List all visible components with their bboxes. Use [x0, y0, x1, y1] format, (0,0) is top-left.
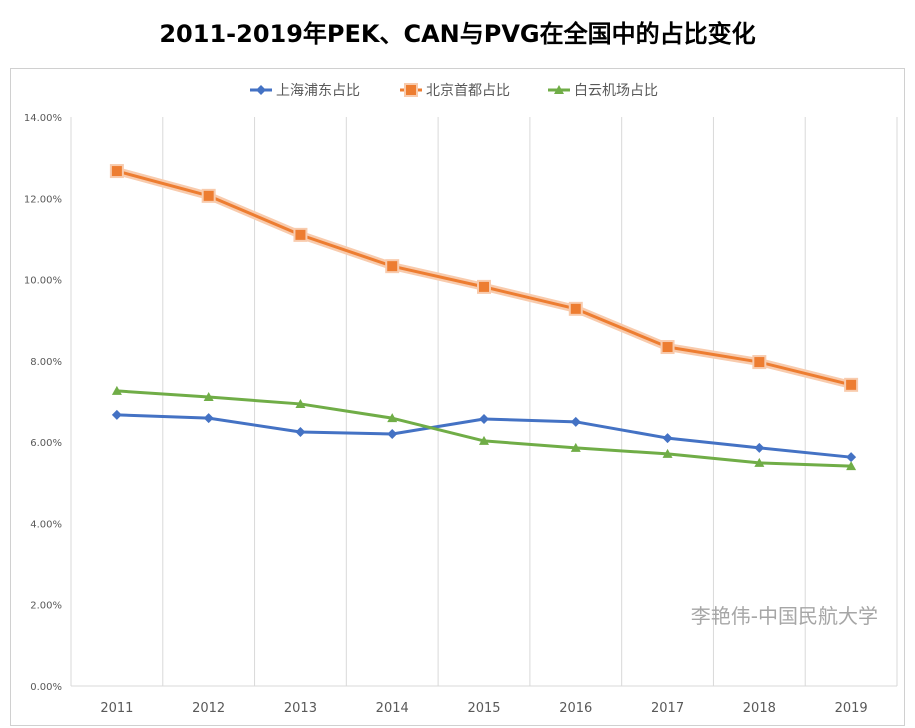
data-point-baiyun — [662, 448, 673, 458]
data-point-pudong — [846, 452, 857, 463]
y-tick-label: 10.00% — [24, 276, 62, 287]
legend-label: 上海浦东占比 — [276, 83, 360, 99]
data-point-capital — [844, 377, 859, 392]
data-point-pudong — [662, 433, 673, 444]
series-line-capital — [116, 169, 852, 387]
y-tick-label: 0.00% — [30, 682, 62, 693]
data-point-pudong — [295, 426, 306, 437]
data-point-baiyun — [111, 385, 122, 395]
data-point-capital — [293, 227, 308, 242]
x-tick-label: 2016 — [559, 701, 592, 716]
y-tick-label: 4.00% — [30, 519, 62, 530]
watermark: 李艳伟-中国民航大学 — [691, 604, 878, 628]
data-point-capital — [752, 355, 767, 370]
series-line-baiyun — [116, 389, 852, 468]
data-point-baiyun — [203, 392, 214, 402]
data-point-capital — [660, 340, 675, 355]
x-tick-label: 2011 — [100, 701, 133, 716]
x-tick-label: 2013 — [284, 701, 317, 716]
data-point-baiyun — [479, 435, 489, 445]
y-tick-label: 14.00% — [24, 113, 62, 124]
y-tick-label: 8.00% — [30, 357, 62, 368]
y-tick-label: 2.00% — [30, 601, 62, 612]
data-point-baiyun — [387, 413, 398, 423]
data-point-baiyun — [295, 398, 306, 408]
data-point-capital — [201, 188, 216, 203]
data-point-capital — [385, 259, 400, 274]
x-tick-label: 2019 — [835, 701, 868, 716]
data-point-pudong — [111, 409, 122, 420]
x-tick-label: 2017 — [651, 701, 684, 716]
data-point-pudong — [387, 429, 398, 440]
data-point-pudong — [203, 413, 214, 424]
legend-marker — [554, 85, 564, 94]
legend-marker — [256, 85, 266, 95]
x-tick-label: 2018 — [743, 701, 776, 716]
data-point-capital — [477, 279, 491, 294]
chart-frame — [10, 68, 905, 726]
legend-marker — [404, 83, 418, 97]
x-tick-label: 2014 — [376, 701, 409, 716]
data-point-baiyun — [846, 461, 857, 471]
data-point-baiyun — [570, 442, 581, 452]
chart-title: 2011-2019年PEK、CAN与PVG在全国中的占比变化 — [159, 20, 756, 48]
y-tick-label: 6.00% — [30, 438, 62, 449]
data-point-baiyun — [754, 457, 765, 467]
data-point-pudong — [570, 416, 581, 427]
y-tick-label: 12.00% — [24, 194, 62, 205]
data-point-capital — [109, 164, 124, 179]
x-tick-label: 2015 — [467, 701, 500, 716]
legend-label: 白云机场占比 — [574, 83, 658, 99]
legend-label: 北京首都占比 — [426, 83, 510, 99]
data-point-pudong — [479, 413, 489, 424]
data-point-capital — [568, 301, 583, 316]
data-point-pudong — [754, 442, 765, 453]
x-tick-label: 2012 — [192, 701, 225, 716]
